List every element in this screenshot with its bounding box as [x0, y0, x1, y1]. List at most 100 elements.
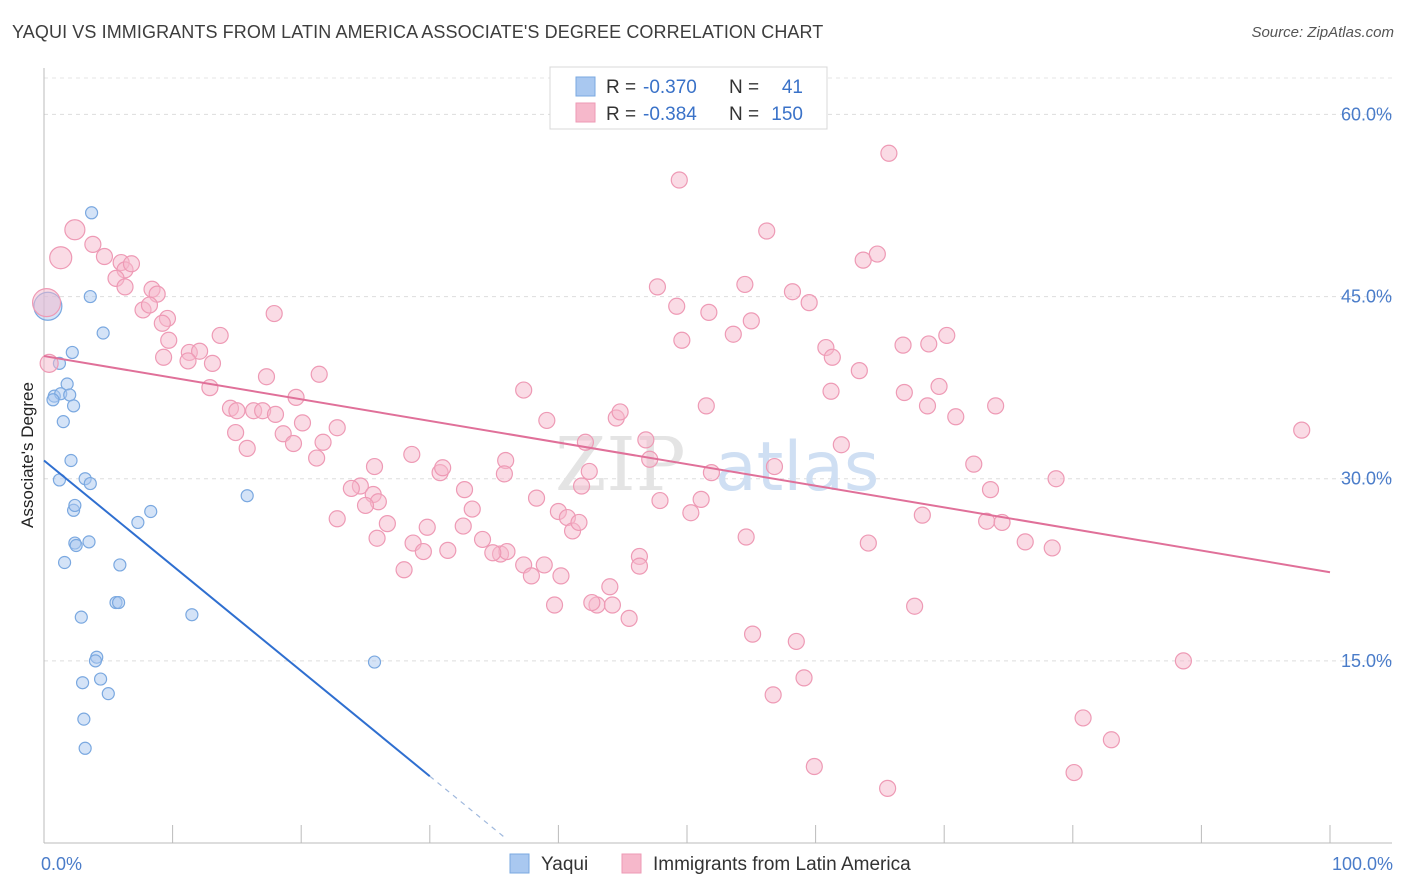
data-point: [737, 528, 755, 546]
data-point: [69, 538, 83, 553]
data-point: [1047, 470, 1065, 488]
data-point: [758, 222, 776, 240]
data-point: [795, 669, 813, 687]
data-point: [78, 741, 92, 755]
data-point: [1074, 709, 1092, 727]
data-point: [906, 597, 924, 615]
data-point: [743, 625, 762, 643]
bottom-legend: Yaqui Immigrants from Latin America: [509, 853, 911, 875]
data-point: [284, 434, 303, 453]
data-point: [765, 457, 784, 476]
data-point: [570, 513, 588, 532]
data-point: [697, 397, 715, 415]
data-point: [211, 326, 229, 345]
data-point: [293, 414, 312, 432]
data-point: [84, 206, 99, 220]
data-point: [454, 517, 472, 535]
data-point: [116, 278, 134, 296]
legend-n-value-2: 150: [771, 104, 803, 125]
data-point: [920, 335, 938, 353]
data-point: [700, 303, 718, 321]
y-tick-label: 30.0%: [1341, 469, 1392, 489]
data-point: [39, 353, 59, 373]
data-point: [266, 405, 285, 423]
data-point: [484, 544, 502, 562]
legend-n-label-1: N =: [729, 77, 759, 98]
chart-title: YAQUI VS IMMIGRANTS FROM LATIN AMERICA A…: [12, 22, 824, 42]
data-point: [670, 171, 688, 189]
legend-frame: [549, 66, 828, 130]
data-point: [879, 779, 897, 797]
data-point: [965, 455, 983, 473]
data-point: [572, 477, 591, 495]
data-point: [228, 402, 246, 420]
x-tick-label-min: 0.0%: [41, 854, 82, 874]
data-point: [620, 609, 638, 627]
data-point: [122, 255, 141, 273]
data-point: [473, 530, 492, 549]
series-immigrants-latin-america: [31, 144, 1311, 797]
data-point: [418, 518, 436, 536]
bottom-legend-label-immigrants: Immigrants from Latin America: [653, 854, 911, 875]
data-point: [854, 251, 872, 269]
data-point: [1293, 421, 1311, 439]
data-point: [185, 608, 199, 622]
data-point: [140, 296, 159, 314]
legend-swatch-immigrants: [575, 102, 596, 123]
data-point: [1065, 763, 1083, 782]
data-point: [65, 345, 79, 360]
data-point: [527, 489, 546, 507]
data-point: [56, 415, 70, 429]
trend-line: [43, 355, 1331, 574]
data-point: [203, 354, 222, 372]
data-point: [314, 433, 332, 451]
legend-n-label-2: N =: [729, 104, 759, 125]
data-point: [800, 294, 818, 312]
data-point: [66, 399, 81, 413]
data-point: [601, 578, 619, 596]
data-point: [522, 567, 540, 585]
data-point: [63, 388, 77, 402]
data-point: [787, 632, 805, 651]
data-point: [648, 278, 667, 296]
data-point: [947, 408, 965, 426]
bottom-legend-swatch-yaqui: [509, 853, 530, 874]
data-point: [160, 331, 178, 349]
data-point: [310, 365, 328, 383]
axes: [43, 68, 1392, 844]
data-point: [630, 557, 649, 575]
data-point: [378, 515, 396, 533]
data-point: [64, 219, 86, 241]
data-point: [545, 596, 564, 614]
legend-n-value-1: 41: [782, 77, 803, 98]
data-point: [154, 348, 173, 366]
data-point: [515, 381, 533, 399]
data-point: [46, 393, 60, 407]
trend-line-extension: [429, 775, 508, 840]
data-point: [783, 283, 802, 301]
data-point: [637, 431, 655, 449]
data-point: [1174, 652, 1192, 670]
data-point: [1102, 731, 1120, 749]
data-point: [365, 457, 384, 476]
data-point: [930, 377, 948, 396]
data-point: [95, 247, 114, 266]
data-point: [153, 314, 171, 332]
y-tick-label: 60.0%: [1341, 104, 1392, 124]
data-point: [673, 331, 691, 349]
data-point: [552, 567, 570, 585]
data-point: [1043, 539, 1061, 557]
data-point: [611, 403, 629, 421]
data-point: [580, 462, 598, 481]
data-point: [93, 672, 108, 686]
data-point: [463, 500, 481, 518]
data-point: [495, 465, 513, 483]
data-point: [64, 453, 78, 468]
data-point: [682, 504, 700, 522]
trend-lines: [43, 355, 1331, 840]
x-tick-label-max: 100.0%: [1332, 854, 1393, 874]
data-point: [49, 246, 73, 270]
data-point: [395, 561, 413, 579]
data-point: [651, 491, 669, 510]
